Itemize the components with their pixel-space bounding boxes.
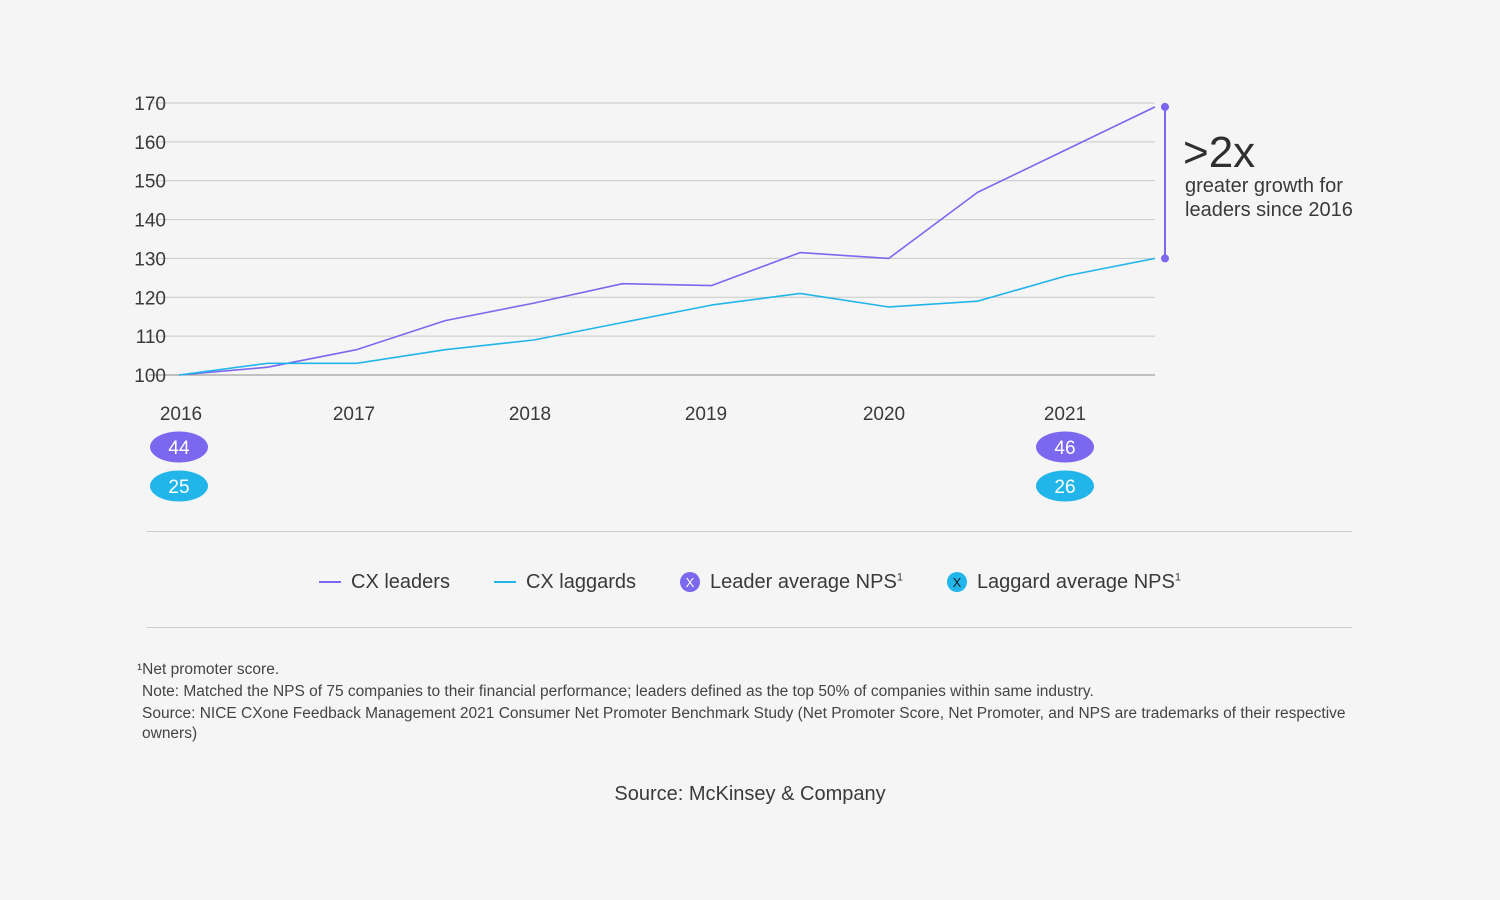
nps-badge-shape — [150, 470, 208, 502]
y-tick-label: 120 — [134, 288, 166, 309]
nps-badge-value: 46 — [1054, 438, 1075, 459]
annotation-dot-top — [1161, 102, 1169, 111]
x-tick-label: 2021 — [1044, 404, 1086, 425]
divider-bottom — [146, 627, 1352, 628]
legend-leader-nps-text: Leader average NPS — [710, 570, 897, 593]
footnote-marker: 1 — [1174, 570, 1181, 583]
series-line-cx-laggards — [178, 257, 1156, 376]
footnote-nps: ¹Net promoter score. — [137, 661, 280, 678]
legend-item-leaders: CX leaders — [319, 571, 450, 594]
footnote-marker: 1 — [896, 570, 903, 583]
nps-badge-shape — [1036, 470, 1094, 502]
nps-badge: 46 — [1036, 431, 1094, 463]
x-tick-label: 2020 — [863, 404, 905, 425]
legend-dot-icon: X — [946, 572, 967, 592]
grid-lines — [149, 102, 1155, 376]
y-tick-label: 150 — [134, 172, 166, 193]
x-axis-ticks: 2016 2017 2018 2019 2020 2021 — [160, 404, 1086, 425]
legend-line-icon — [493, 581, 516, 583]
x-tick-label: 2016 — [160, 404, 202, 425]
nps-badge: 44 — [150, 431, 208, 463]
annotation-headline: >2x — [1183, 128, 1255, 177]
legend-item-laggards: CX laggards — [493, 570, 637, 594]
footnotes: ¹Net promoter score. Note: Matched the N… — [137, 660, 1357, 746]
legend-line-icon — [319, 581, 342, 583]
annotation-line-2: leaders since 2016 — [1185, 199, 1353, 221]
series-lines — [178, 106, 1156, 376]
legend-label-laggards: CX laggards — [525, 570, 637, 593]
x-tick-label: 2019 — [685, 404, 727, 425]
y-tick-label: 110 — [136, 327, 166, 348]
legend-item-leader-nps: X Leader average NPS1 — [680, 571, 903, 594]
y-tick-label: 160 — [134, 133, 166, 154]
x-tick-label: 2018 — [509, 404, 551, 425]
nps-badges: 44 25 46 26 — [150, 431, 1094, 502]
nps-badge-shape — [150, 431, 208, 463]
growth-annotation: >2x greater growth for leaders since 201… — [1161, 102, 1353, 263]
nps-badge-shape — [1036, 431, 1094, 463]
legend-label-leader-nps: Leader average NPS1 — [710, 571, 903, 594]
annotation-dot-bottom — [1161, 254, 1169, 263]
y-tick-label: 170 — [134, 94, 166, 115]
nps-badge: 25 — [150, 470, 208, 502]
x-tick-label: 2017 — [333, 404, 375, 425]
legend-laggard-nps-text: Laggard average NPS — [976, 570, 1175, 593]
nps-badge: 26 — [1036, 470, 1094, 502]
divider-top — [146, 531, 1352, 532]
y-axis-ticks: 100 110 120 130 140 150 160 170 — [134, 94, 166, 387]
legend-label-laggard-nps: Laggard average NPS1 — [977, 571, 1181, 594]
legend-item-laggard-nps: X Laggard average NPS1 — [946, 571, 1181, 594]
nps-badge-value: 44 — [168, 438, 190, 459]
legend-label-leaders: CX leaders — [351, 570, 450, 593]
source-credit: Source: McKinsey & Company — [614, 783, 886, 805]
nps-badge-value: 25 — [168, 477, 189, 498]
annotation-line-1: greater growth for — [1185, 175, 1343, 197]
nps-badge-value: 26 — [1054, 477, 1075, 498]
legend: CX leaders CX laggards X Leader average … — [0, 562, 1500, 602]
footnote-source: Source: NICE CXone Feedback Management 2… — [142, 705, 1346, 742]
y-tick-label: 100 — [134, 366, 166, 387]
legend-dot-icon: X — [680, 572, 701, 592]
series-line-cx-leaders — [178, 106, 1156, 376]
y-tick-label: 140 — [134, 211, 166, 232]
footnote-note: Note: Matched the NPS of 75 companies to… — [142, 683, 1094, 700]
y-tick-label: 130 — [134, 249, 166, 270]
